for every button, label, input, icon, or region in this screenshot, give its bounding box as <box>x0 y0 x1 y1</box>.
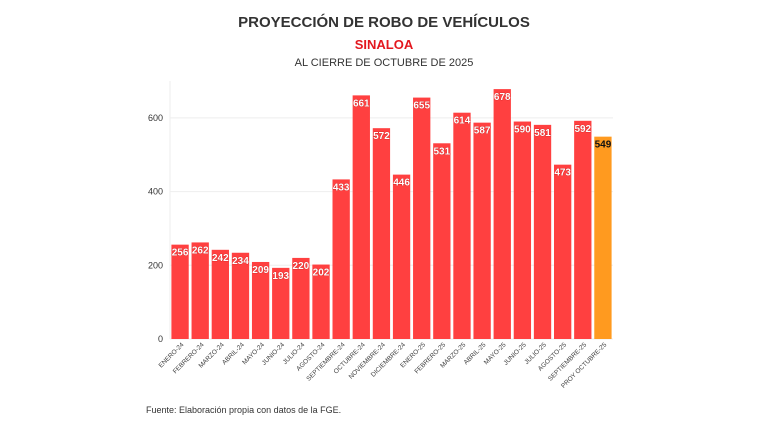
bar <box>352 95 370 339</box>
data-label: 581 <box>534 128 551 139</box>
chart-subtitle: SINALOA <box>354 37 414 52</box>
bar <box>413 97 431 339</box>
bar <box>594 136 612 339</box>
chart-title: PROYECCIÓN DE ROBO DE VEHÍCULOS <box>238 14 530 31</box>
bar <box>433 143 451 339</box>
bar <box>513 121 532 340</box>
bar <box>171 244 189 339</box>
source-note: Fuente: Elaboración propia con datos de … <box>146 405 342 415</box>
bar <box>272 267 290 339</box>
bar <box>453 112 471 339</box>
chart-subtitle-date: AL CIERRE DE OCTUBRE DE 2025 <box>294 57 474 69</box>
bar <box>473 122 491 339</box>
bar <box>554 164 572 339</box>
data-label: 256 <box>172 248 189 259</box>
y-tick-label: 0 <box>158 334 163 344</box>
data-label: 590 <box>514 125 531 136</box>
data-label: 678 <box>494 92 511 103</box>
bar <box>493 89 511 339</box>
data-label: 234 <box>232 256 249 267</box>
y-tick-label: 400 <box>148 187 163 197</box>
bar <box>251 261 270 339</box>
data-label: 473 <box>554 168 571 179</box>
bar <box>191 242 209 339</box>
bar <box>533 124 552 339</box>
data-label: 531 <box>433 146 450 157</box>
bar <box>372 128 391 339</box>
data-label: 433 <box>333 182 350 193</box>
y-tick-label: 200 <box>148 260 163 270</box>
data-label: 587 <box>474 126 491 137</box>
data-label: 262 <box>192 245 209 256</box>
bar <box>312 264 330 339</box>
bar <box>292 257 310 339</box>
data-label: 592 <box>574 124 591 135</box>
data-label: 614 <box>454 116 471 127</box>
data-label: 549 <box>595 140 612 151</box>
bar <box>231 252 250 339</box>
y-tick-label: 600 <box>148 113 163 123</box>
data-label: 220 <box>293 261 310 272</box>
data-label: 193 <box>272 271 289 282</box>
bar <box>574 120 592 339</box>
data-label: 572 <box>373 131 390 142</box>
data-label: 655 <box>413 101 430 112</box>
data-label: 661 <box>353 98 370 109</box>
bar <box>211 249 229 339</box>
bar <box>392 174 411 339</box>
data-label: 242 <box>212 253 229 264</box>
bar <box>332 179 350 339</box>
data-label: 202 <box>313 268 330 279</box>
data-label: 446 <box>393 178 410 189</box>
data-label: 209 <box>252 265 269 276</box>
